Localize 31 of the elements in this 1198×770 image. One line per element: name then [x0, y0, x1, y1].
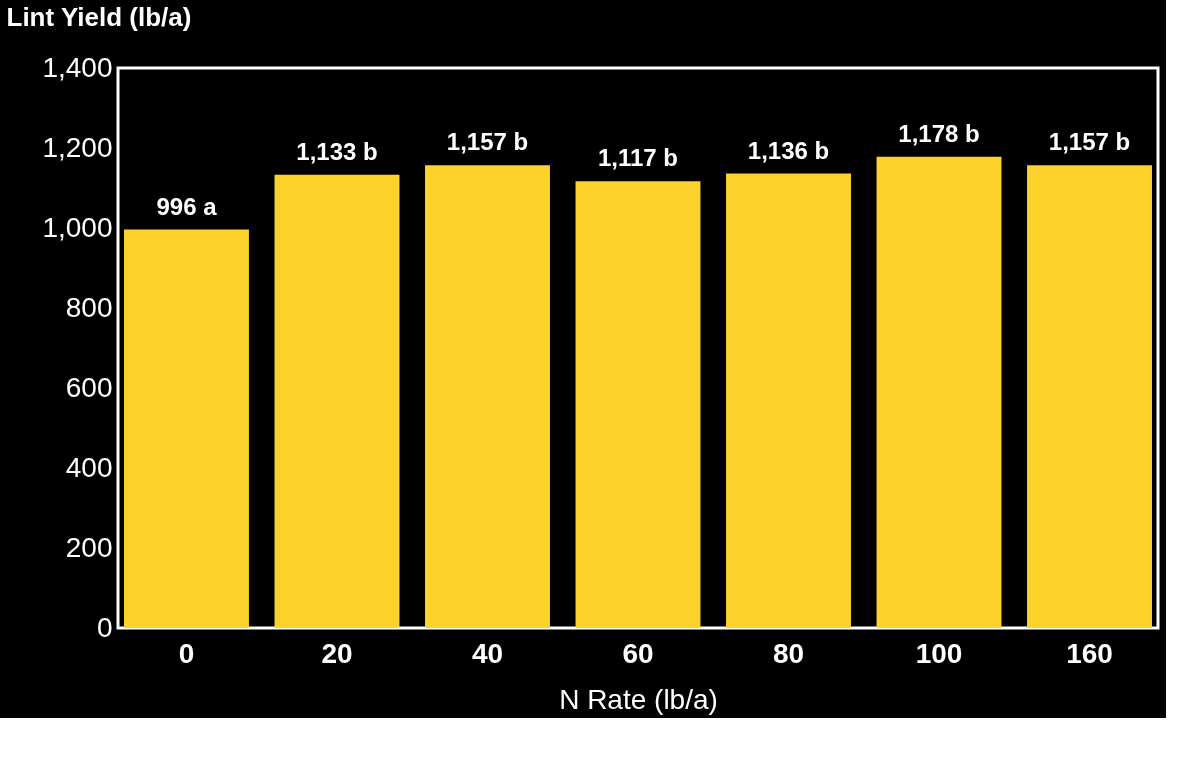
y-axis-title: Lint Yield (lb/a): [6, 1, 192, 32]
x-axis-title: N Rate (lb/a): [559, 683, 718, 715]
bar: [274, 174, 400, 628]
x-tick-label: 20: [321, 637, 353, 669]
y-tick-label: 1,200: [42, 131, 113, 163]
y-tick-label: 400: [65, 451, 113, 483]
y-tick-label: 0: [96, 611, 113, 643]
bar: [425, 165, 550, 628]
data-label: 1,136 b: [747, 136, 830, 164]
x-tick-label: 100: [915, 637, 963, 669]
x-tick-label: 40: [471, 637, 504, 669]
x-tick-label: 60: [622, 637, 654, 669]
data-label: 1,117 b: [597, 144, 679, 172]
data-label: 1,157 b: [446, 128, 529, 156]
x-tick-label: 0: [178, 637, 195, 669]
bar: [575, 181, 701, 628]
bar: [726, 173, 851, 628]
bar: [124, 229, 249, 628]
data-label: 1,178 b: [898, 119, 980, 147]
y-tick-label: 800: [65, 291, 113, 323]
bar: [876, 156, 1002, 628]
data-label: 996 a: [156, 192, 218, 220]
data-label: 1,157 b: [1048, 128, 1131, 156]
y-tick-label: 1,000: [42, 211, 113, 243]
data-label: 1,133 b: [296, 137, 378, 165]
y-tick-label: 1,400: [42, 51, 113, 83]
x-tick-label: 80: [772, 637, 805, 669]
bar: [1027, 165, 1152, 628]
y-tick-label: 200: [65, 531, 113, 563]
x-tick-label: 160: [1066, 637, 1113, 669]
y-tick-label: 600: [65, 371, 113, 403]
